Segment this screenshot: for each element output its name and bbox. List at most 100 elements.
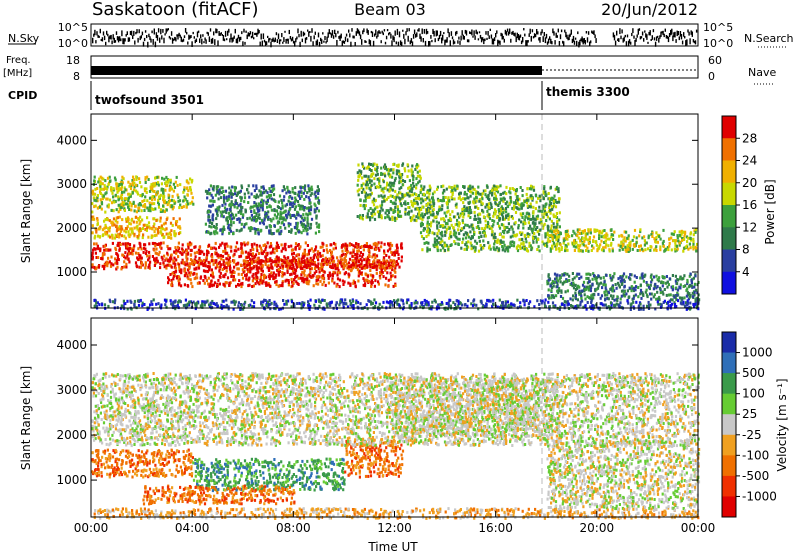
heatmap-cell: [382, 209, 384, 212]
heatmap-cell: [173, 199, 175, 202]
heatmap-cell: [381, 204, 383, 207]
heatmap-cell: [465, 236, 467, 239]
heatmap-cell: [494, 233, 496, 236]
nsky-sample: [563, 41, 564, 46]
heatmap-cell: [370, 163, 372, 166]
heatmap-cell: [516, 247, 518, 250]
heatmap-cell: [267, 241, 269, 244]
heatmap-cell: [467, 201, 469, 204]
nsky-sample: [679, 37, 680, 41]
nsky-sample: [496, 30, 497, 33]
nsky-sample: [479, 31, 480, 33]
heatmap-cell: [500, 208, 502, 211]
nsky-sample: [134, 41, 135, 45]
nsky-sample: [190, 35, 191, 38]
nsky-sample: [632, 28, 633, 33]
heatmap-cell: [558, 197, 560, 200]
nsky-sample: [678, 31, 679, 35]
heatmap-cell: [133, 202, 135, 205]
heatmap-cell: [538, 233, 540, 236]
heatmap-cell: [143, 224, 145, 227]
heatmap-cell: [460, 198, 462, 201]
heatmap-cell: [221, 242, 223, 245]
heatmap-cell: [141, 209, 143, 212]
heatmap-cell: [412, 205, 414, 208]
heatmap-cell: [171, 205, 173, 208]
heatmap-cell: [441, 204, 443, 207]
heatmap-cell: [275, 283, 277, 286]
heatmap-cell: [109, 199, 111, 202]
heatmap-cell: [128, 233, 130, 236]
heatmap-cell: [219, 283, 221, 286]
heatmap-cell: [532, 237, 534, 240]
heatmap-cell: [356, 250, 358, 253]
cpid-program-2: themis 3300: [546, 85, 630, 99]
heatmap-cell: [444, 244, 446, 247]
heatmap-cell: [358, 274, 360, 277]
heatmap-cell: [493, 243, 495, 246]
heatmap-cell: [219, 265, 221, 268]
heatmap-cell: [457, 228, 459, 231]
heatmap-cell: [491, 189, 493, 192]
heatmap-cell: [322, 245, 324, 248]
heatmap-cell: [520, 220, 522, 223]
heatmap-cell: [633, 235, 635, 238]
nsky-sample: [454, 41, 455, 44]
nsky-sample: [260, 42, 261, 46]
heatmap-cell: [289, 208, 291, 211]
heatmap-cell: [208, 210, 210, 213]
heatmap-cell: [246, 256, 248, 259]
heatmap-cell: [175, 252, 177, 255]
heatmap-cell: [482, 239, 484, 242]
heatmap-cell: [139, 245, 141, 248]
heatmap-cell: [322, 254, 324, 257]
heatmap-cell: [260, 268, 262, 271]
heatmap-cell: [125, 263, 127, 266]
heatmap-cell: [246, 217, 248, 220]
heatmap-cell: [553, 242, 555, 245]
heatmap-cell: [444, 234, 446, 237]
heatmap-cell: [240, 190, 242, 193]
heatmap-cell: [308, 264, 310, 267]
heatmap-cell: [317, 197, 319, 200]
heatmap-cell: [192, 196, 194, 199]
heatmap-cell: [92, 256, 94, 259]
heatmap-cell: [230, 275, 232, 278]
heatmap-cell: [233, 261, 235, 264]
heatmap-cell: [368, 163, 370, 166]
heatmap-cell: [440, 218, 442, 221]
heatmap-cell: [97, 181, 99, 184]
heatmap-cell: [459, 195, 461, 198]
nsky-sample: [267, 36, 268, 38]
heatmap-cell: [394, 206, 396, 209]
nsky-sample: [346, 34, 347, 37]
heatmap-cell: [162, 192, 164, 195]
heatmap-cell: [368, 280, 370, 283]
heatmap-cell: [426, 225, 428, 228]
heatmap-cell: [538, 206, 540, 209]
heatmap-cell: [260, 230, 262, 233]
heatmap-cell: [234, 186, 236, 189]
heatmap-cell: [240, 283, 242, 286]
heatmap-cell: [288, 230, 290, 233]
heatmap-cell: [662, 229, 664, 232]
heatmap-cell: [105, 248, 107, 251]
heatmap-cell: [128, 261, 130, 264]
heatmap-cell: [480, 193, 482, 196]
heatmap-cell: [229, 268, 231, 271]
heatmap-cell: [380, 241, 382, 244]
heatmap-cell: [249, 217, 251, 220]
heatmap-cell: [518, 203, 520, 206]
nsky-sample: [120, 38, 121, 41]
heatmap-cell: [380, 172, 382, 175]
heatmap-cell: [173, 217, 175, 220]
heatmap-cell: [133, 178, 135, 181]
heatmap-cell: [574, 249, 576, 252]
nsky-sample: [416, 32, 417, 37]
heatmap-cell: [345, 260, 347, 263]
heatmap-cell: [390, 207, 392, 210]
heatmap-cell: [198, 263, 200, 266]
heatmap-cell: [400, 202, 402, 205]
nsky-sample: [539, 37, 540, 43]
heatmap-cell: [319, 267, 321, 270]
